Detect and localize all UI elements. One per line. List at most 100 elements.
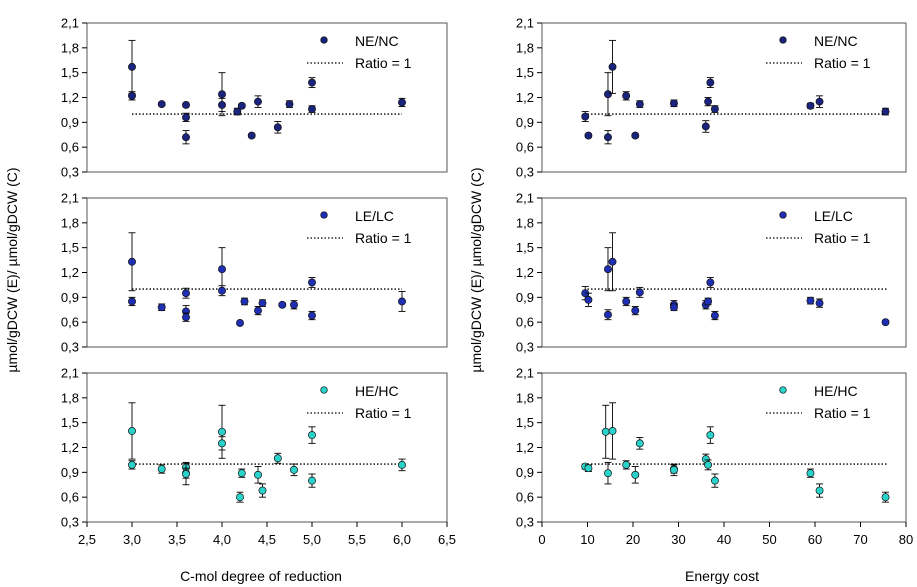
- y-tick-label: 0,6: [516, 140, 534, 155]
- y-tick-label: 0,9: [61, 465, 79, 480]
- y-tick-label: 1,8: [61, 40, 79, 55]
- data-point: [635, 439, 644, 448]
- legend-marker: [779, 211, 787, 219]
- y-tick-label: 1,8: [516, 215, 534, 230]
- data-point: [631, 470, 640, 479]
- data-point: [604, 265, 612, 274]
- data-point: [398, 297, 406, 306]
- y-tick-label: 1,2: [516, 90, 534, 105]
- data-point: [240, 297, 249, 306]
- y-tick-label: 1,5: [516, 415, 534, 430]
- data-point: [182, 289, 190, 298]
- data-point: [806, 101, 815, 110]
- y-tick-label: 0,3: [516, 340, 534, 355]
- data-point: [608, 257, 617, 266]
- x-tick-label: 5,5: [348, 532, 366, 547]
- legend-ratio-label: Ratio = 1: [355, 405, 412, 421]
- y-tick-label: 1,5: [61, 240, 79, 255]
- x-tick-label: 2,5: [78, 532, 96, 547]
- x-tick-label: 70: [853, 532, 867, 547]
- data-point: [670, 99, 678, 108]
- y-tick-label: 2,1: [516, 191, 534, 206]
- data-point: [670, 303, 678, 312]
- data-point: [608, 426, 617, 435]
- y-tick-label: 1,5: [61, 415, 79, 430]
- x-tick-label: 80: [899, 532, 913, 547]
- data-point: [182, 470, 190, 478]
- legend-marker: [320, 211, 328, 219]
- data-point: [247, 131, 256, 140]
- data-point: [622, 91, 631, 100]
- data-point: [218, 286, 226, 295]
- data-point: [308, 105, 316, 114]
- data-point: [704, 97, 713, 106]
- legend-series-label: NE/NC: [814, 33, 858, 49]
- data-point: [236, 493, 244, 502]
- data-point: [710, 105, 719, 114]
- x-tick-label: 60: [808, 532, 822, 547]
- panel-middle-right: 0,3 0,6 0,9 1,2 1,5 1,8 2,1 LE/LC Ratio = 1: [516, 191, 907, 355]
- data-point: [584, 464, 593, 473]
- legend-series-label: LE/LC: [814, 208, 853, 224]
- y-tick-label: 1,2: [516, 440, 534, 455]
- data-point: [237, 101, 246, 110]
- y-tick-label: 0,3: [516, 515, 534, 530]
- x-axis-label-left: C-mol degree of reduction: [180, 568, 342, 584]
- data-point: [128, 297, 136, 306]
- legend-marker: [320, 36, 328, 44]
- legend-ratio-label: Ratio = 1: [355, 55, 412, 71]
- data-point: [622, 460, 631, 469]
- data-point: [254, 97, 262, 106]
- data-point: [604, 310, 612, 319]
- data-point: [622, 297, 631, 306]
- x-tick-label: 3,5: [168, 532, 186, 547]
- data-point: [157, 100, 166, 109]
- data-point: [584, 295, 593, 304]
- data-point: [258, 299, 267, 308]
- data-point: [308, 431, 316, 440]
- y-tick-label: 1,8: [61, 390, 79, 405]
- data-point: [701, 122, 710, 131]
- y-tick-label: 2,1: [61, 191, 79, 206]
- y-tick-label: 1,8: [516, 390, 534, 405]
- x-tick-label: 5,0: [303, 532, 321, 547]
- legend-series-label: HE/HC: [814, 383, 858, 399]
- data-point: [308, 78, 316, 87]
- y-tick-label: 1,2: [61, 90, 79, 105]
- legend-marker: [320, 386, 328, 394]
- y-tick-label: 1,5: [516, 65, 534, 80]
- y-tick-label: 0,3: [61, 165, 79, 180]
- data-point: [581, 112, 590, 121]
- x-tick-label: 40: [717, 532, 731, 547]
- y-tick-label: 1,5: [516, 240, 534, 255]
- data-point: [308, 476, 316, 485]
- data-point: [706, 278, 715, 287]
- data-point: [273, 123, 282, 132]
- y-tick-label: 1,2: [61, 440, 79, 455]
- data-point: [604, 133, 612, 142]
- data-point: [128, 91, 136, 100]
- data-point: [128, 426, 136, 435]
- data-point: [182, 113, 190, 122]
- y-tick-label: 1,5: [61, 65, 79, 80]
- y-tick-label: 2,1: [61, 366, 79, 381]
- data-point: [706, 78, 715, 87]
- y-tick-label: 0,6: [516, 490, 534, 505]
- legend-series-label: NE/NC: [355, 33, 399, 49]
- x-tick-label: 10: [580, 532, 594, 547]
- y-tick-label: 0,6: [61, 315, 79, 330]
- data-point: [631, 131, 640, 140]
- x-tick-label: 4,0: [213, 532, 231, 547]
- legend-series-label: HE/HC: [355, 383, 399, 399]
- data-point: [815, 299, 824, 308]
- x-tick-label: 6,0: [393, 532, 411, 547]
- data-point: [182, 313, 190, 322]
- data-point: [218, 90, 226, 99]
- panel-middle-left: 0,3 0,6 0,9 1,2 1,5 1,8 2,1 LE/LC Ratio = 1: [61, 191, 448, 355]
- data-point: [218, 265, 226, 274]
- x-tick-label: 4,5: [258, 532, 276, 547]
- x-tick-label: 30: [671, 532, 685, 547]
- data-point: [398, 98, 406, 107]
- x-tick-label: 20: [626, 532, 640, 547]
- data-point: [704, 460, 713, 469]
